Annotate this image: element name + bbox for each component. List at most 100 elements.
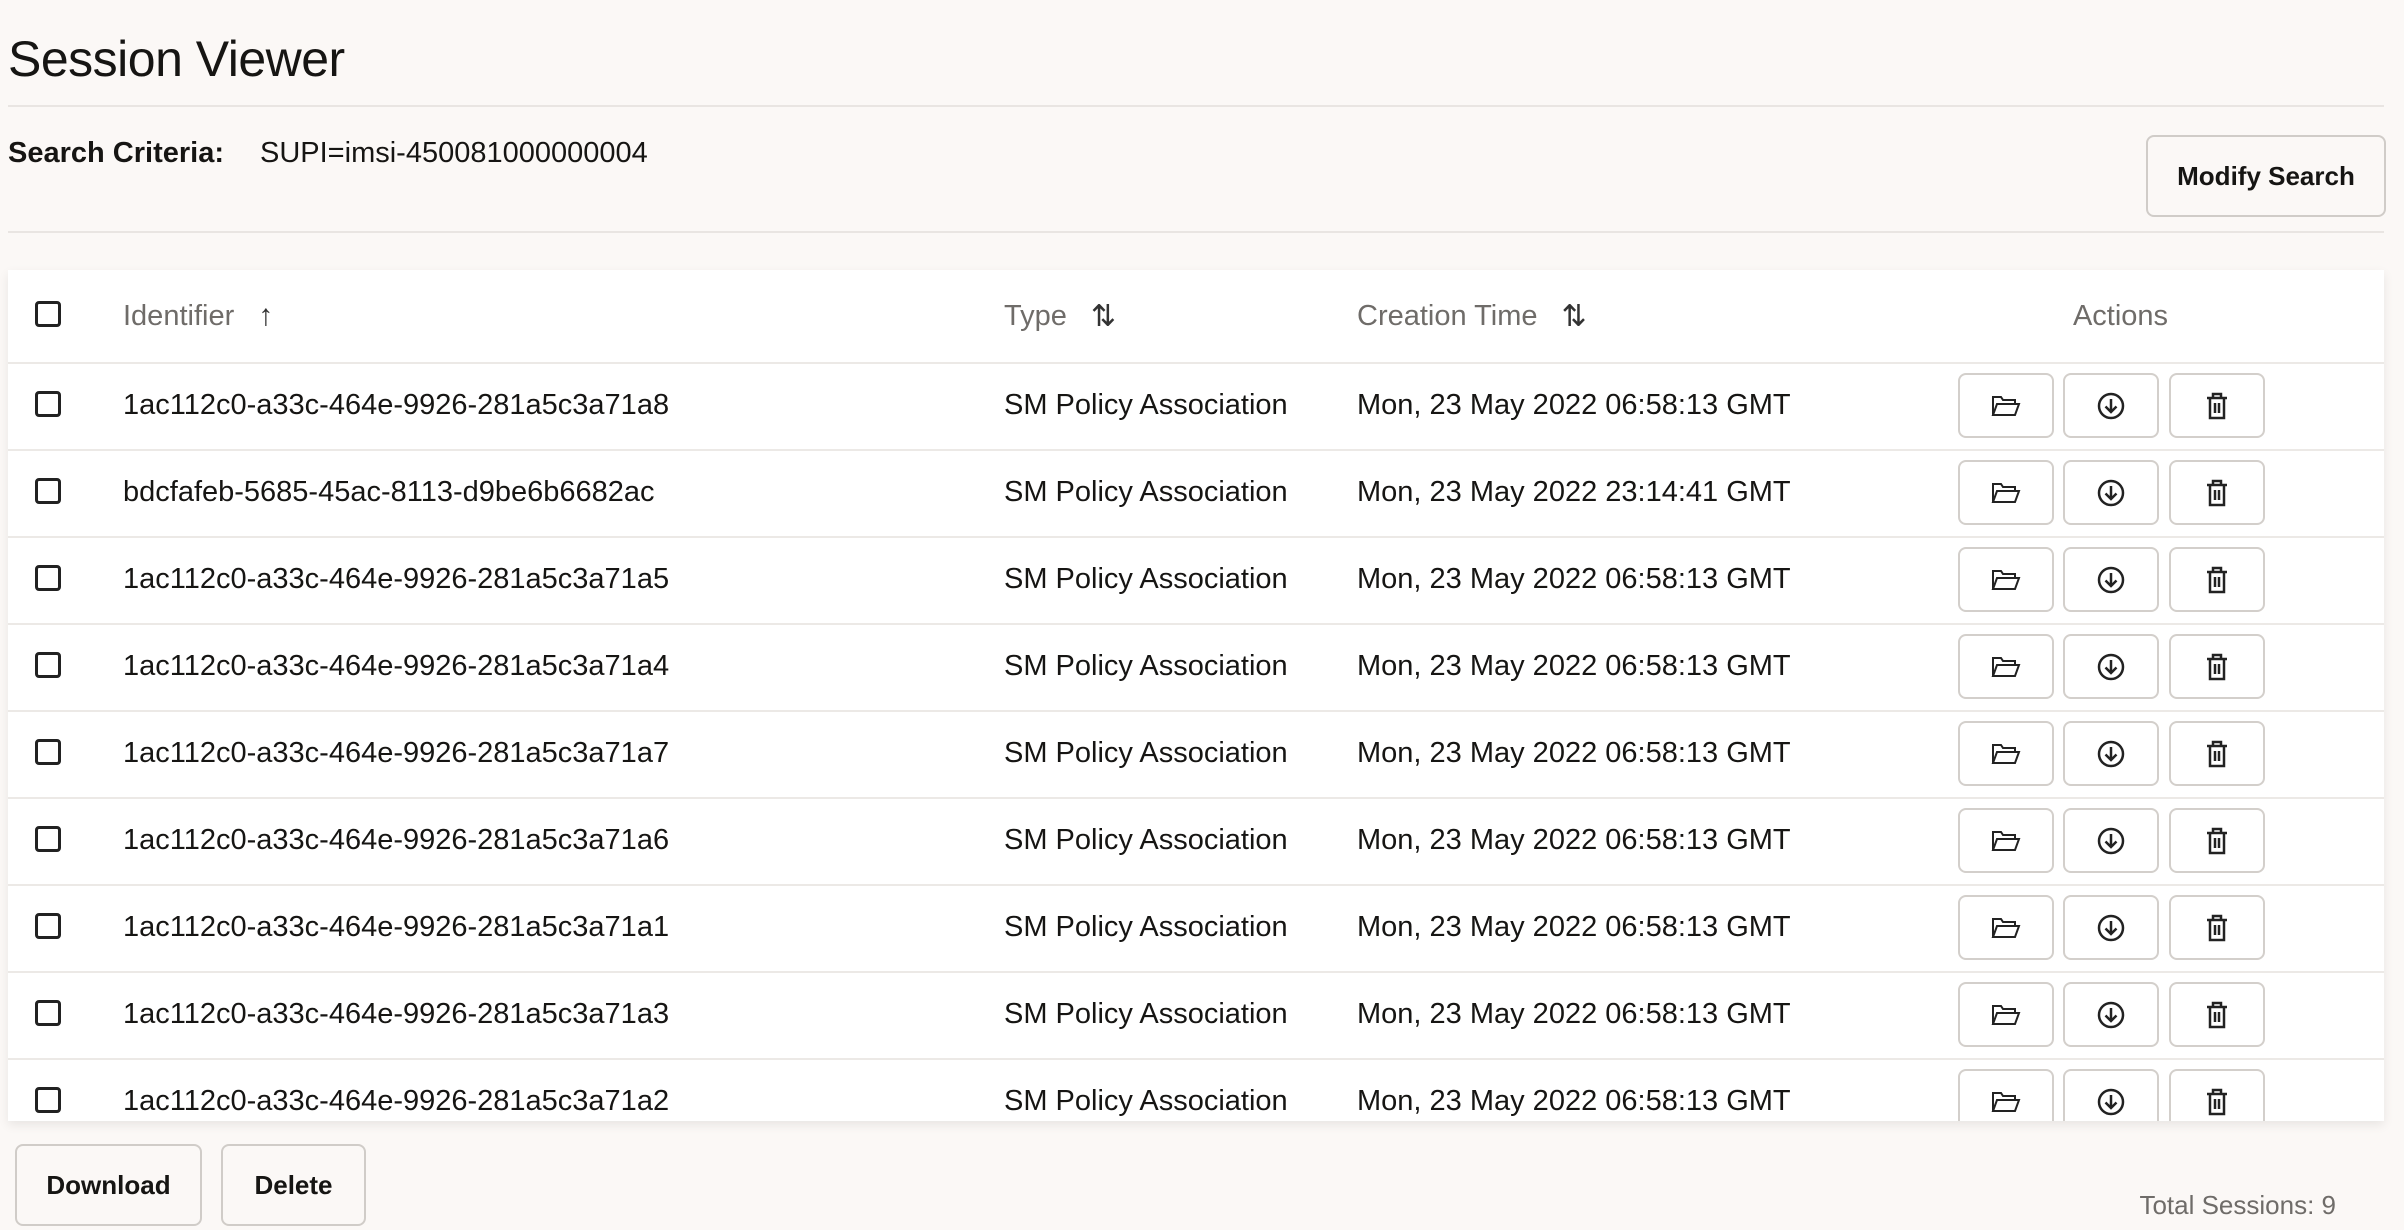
identifier-cell: 1ac112c0-a33c-464e-9926-281a5c3a71a7: [123, 737, 670, 769]
row-checkbox[interactable]: [35, 738, 61, 765]
row-checkbox[interactable]: [35, 477, 61, 504]
identifier-cell: 1ac112c0-a33c-464e-9926-281a5c3a71a3: [123, 998, 670, 1030]
download-button[interactable]: [2063, 895, 2159, 960]
row-checkbox[interactable]: [35, 564, 61, 591]
table-row[interactable]: 1ac112c0-a33c-464e-9926-281a5c3a71a2 SM P…: [8, 1058, 2384, 1121]
table-row[interactable]: 1ac112c0-a33c-464e-9926-281a5c3a71a6 SM P…: [8, 797, 2384, 886]
folder-open-button[interactable]: [1958, 982, 2054, 1047]
folder-open-button[interactable]: [1958, 634, 2054, 699]
type-cell: SM Policy Association: [1004, 1085, 1288, 1117]
identifier-cell: 1ac112c0-a33c-464e-9926-281a5c3a71a2: [123, 1085, 670, 1117]
creation-time-cell: Mon, 23 May 2022 06:58:13 GMT: [1357, 650, 1791, 682]
row-checkbox[interactable]: [35, 825, 61, 852]
sessions-table[interactable]: Identifier ↑ Type ⇅ Creation Time ⇅ Actions…: [8, 270, 2384, 1121]
row-checkbox[interactable]: [35, 912, 61, 939]
modify-search-button[interactable]: Modify Search: [2146, 135, 2386, 217]
folder-open-button[interactable]: [1958, 460, 2054, 525]
sort-icon[interactable]: ⇅: [1090, 299, 1117, 333]
type-cell: SM Policy Association: [1004, 650, 1288, 682]
download-button[interactable]: [2063, 808, 2159, 873]
trash-button[interactable]: [2169, 460, 2265, 525]
folder-open-button[interactable]: [1958, 547, 2054, 612]
trash-button[interactable]: [2169, 373, 2265, 438]
download-icon: [2097, 740, 2125, 768]
total-sessions: Total Sessions: 9: [2139, 1190, 2336, 1220]
type-cell: SM Policy Association: [1004, 824, 1288, 856]
row-checkbox[interactable]: [35, 390, 61, 417]
table-header: Identifier ↑ Type ⇅ Creation Time ⇅ Actions: [8, 270, 2384, 364]
folder-open-button[interactable]: [1958, 721, 2054, 786]
trash-button[interactable]: [2169, 895, 2265, 960]
type-cell: SM Policy Association: [1004, 476, 1288, 508]
trash-icon: [2205, 740, 2229, 768]
identifier-cell: 1ac112c0-a33c-464e-9926-281a5c3a71a5: [123, 563, 670, 595]
download-button[interactable]: [2063, 373, 2159, 438]
trash-button[interactable]: [2169, 547, 2265, 612]
creation-time-cell: Mon, 23 May 2022 06:58:13 GMT: [1357, 1085, 1791, 1117]
trash-button[interactable]: [2169, 634, 2265, 699]
download-button[interactable]: [2063, 1069, 2159, 1121]
divider: [8, 105, 2384, 107]
table-row[interactable]: 1ac112c0-a33c-464e-9926-281a5c3a71a7 SM P…: [8, 710, 2384, 799]
sort-icon[interactable]: ⇅: [1561, 299, 1587, 333]
identifier-cell: 1ac112c0-a33c-464e-9926-281a5c3a71a6: [123, 824, 670, 856]
download-button[interactable]: [2063, 721, 2159, 786]
trash-icon: [2205, 914, 2229, 942]
download-icon: [2097, 479, 2125, 507]
table-row[interactable]: bdcfafeb-5685-45ac-8113-d9be6b6682ac SM P…: [8, 449, 2384, 538]
download-button[interactable]: [2063, 460, 2159, 525]
type-cell: SM Policy Association: [1004, 563, 1288, 595]
table-row[interactable]: 1ac112c0-a33c-464e-9926-281a5c3a71a4 SM P…: [8, 623, 2384, 712]
search-criteria-label: Search Criteria:: [8, 137, 224, 169]
folder-open-button[interactable]: [1958, 1069, 2054, 1121]
row-checkbox[interactable]: [35, 651, 61, 678]
column-header-type[interactable]: Type ⇅: [1004, 270, 1116, 362]
page-title: Session Viewer: [8, 31, 345, 87]
identifier-cell: bdcfafeb-5685-45ac-8113-d9be6b6682ac: [123, 476, 655, 508]
trash-button[interactable]: [2169, 1069, 2265, 1121]
folder-open-icon: [1991, 481, 2021, 505]
search-criteria: Search Criteria: SUPI=imsi-4500810000000…: [8, 137, 648, 170]
folder-open-icon: [1991, 655, 2021, 679]
folder-open-icon: [1991, 568, 2021, 592]
download-button[interactable]: Download: [15, 1144, 202, 1226]
download-icon: [2097, 914, 2125, 942]
column-header-creation-time[interactable]: Creation Time ⇅: [1357, 270, 1587, 362]
table-row[interactable]: 1ac112c0-a33c-464e-9926-281a5c3a71a3 SM P…: [8, 971, 2384, 1060]
download-icon: [2097, 1001, 2125, 1029]
sort-ascending-icon[interactable]: ↑: [258, 299, 274, 332]
download-icon: [2097, 392, 2125, 420]
folder-open-icon: [1991, 916, 2021, 940]
folder-open-button[interactable]: [1958, 373, 2054, 438]
creation-time-cell: Mon, 23 May 2022 23:14:41 GMT: [1357, 476, 1791, 508]
identifier-label: Identifier: [123, 299, 235, 332]
download-icon: [2097, 1088, 2125, 1116]
creation-time-cell: Mon, 23 May 2022 06:58:13 GMT: [1357, 998, 1791, 1030]
download-button[interactable]: [2063, 634, 2159, 699]
folder-open-icon: [1991, 829, 2021, 853]
folder-open-button[interactable]: [1958, 808, 2054, 873]
delete-button[interactable]: Delete: [221, 1144, 366, 1226]
download-icon: [2097, 827, 2125, 855]
download-button[interactable]: [2063, 547, 2159, 612]
column-header-actions: Actions: [2072, 299, 2169, 332]
download-button[interactable]: [2063, 982, 2159, 1047]
table-row[interactable]: 1ac112c0-a33c-464e-9926-281a5c3a71a8 SM P…: [8, 362, 2384, 451]
folder-open-icon: [1991, 394, 2021, 418]
type-cell: SM Policy Association: [1004, 737, 1288, 769]
folder-open-button[interactable]: [1958, 895, 2054, 960]
creation-time-cell: Mon, 23 May 2022 06:58:13 GMT: [1357, 389, 1791, 421]
table-row[interactable]: 1ac112c0-a33c-464e-9926-281a5c3a71a5 SM P…: [8, 536, 2384, 625]
row-checkbox[interactable]: [35, 999, 61, 1026]
row-checkbox[interactable]: [35, 1086, 61, 1113]
trash-icon: [2205, 827, 2229, 855]
trash-button[interactable]: [2169, 721, 2265, 786]
select-all-checkbox[interactable]: [35, 301, 61, 327]
table-row[interactable]: 1ac112c0-a33c-464e-9926-281a5c3a71a1 SM P…: [8, 884, 2384, 973]
trash-button[interactable]: [2169, 808, 2265, 873]
folder-open-icon: [1991, 1003, 2021, 1027]
trash-button[interactable]: [2169, 982, 2265, 1047]
column-header-identifier[interactable]: Identifier ↑: [123, 270, 273, 362]
trash-icon: [2205, 566, 2229, 594]
trash-icon: [2205, 1088, 2229, 1116]
